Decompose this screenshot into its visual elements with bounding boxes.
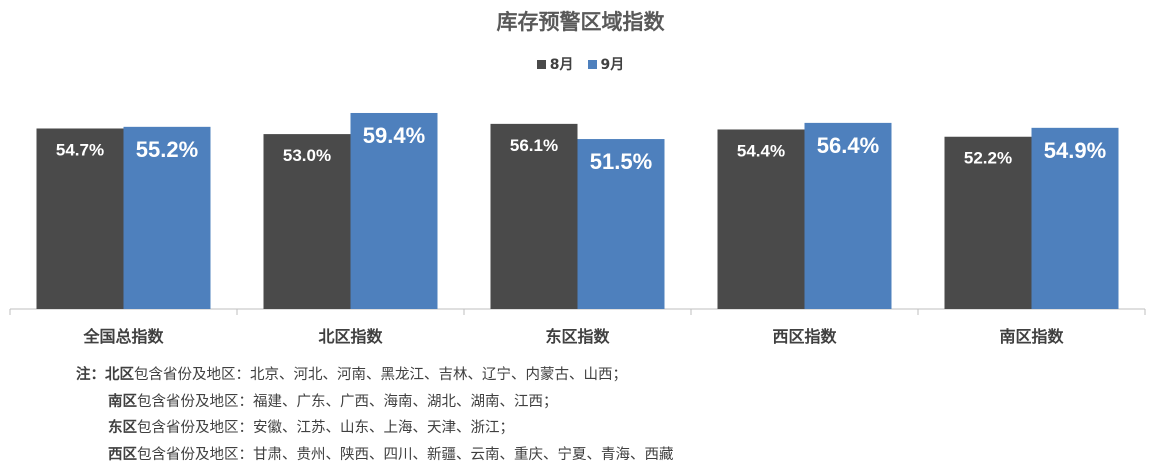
note-line-north: 注：北区包含省份及地区：北京、河北、河南、黑龙江、吉林、辽宁、内蒙古、山西； bbox=[76, 362, 674, 389]
legend-item-aug: 8月 bbox=[536, 54, 574, 74]
bar-sep bbox=[123, 126, 211, 309]
legend: 8月 9月 bbox=[0, 54, 1161, 74]
x-tick-label: 全国总指数 bbox=[82, 327, 164, 346]
note-region: 北区 bbox=[105, 367, 134, 383]
bar-aug bbox=[490, 123, 578, 310]
bar-sep bbox=[804, 122, 892, 309]
bar-sep bbox=[350, 112, 438, 309]
data-label-aug: 54.4% bbox=[737, 141, 785, 160]
bar-sep bbox=[577, 139, 665, 309]
data-label-sep: 56.4% bbox=[817, 133, 879, 158]
x-tick-label: 东区指数 bbox=[545, 327, 610, 346]
legend-item-sep: 9月 bbox=[587, 54, 625, 74]
note-line-east: 东区包含省份及地区：安徽、江苏、山东、上海、天津、浙江； bbox=[76, 415, 674, 442]
x-tick-label: 北区指数 bbox=[318, 327, 383, 346]
note-region: 南区 bbox=[108, 393, 137, 410]
legend-label-aug: 8月 bbox=[549, 57, 574, 73]
notes: 注：北区包含省份及地区：北京、河北、河南、黑龙江、吉林、辽宁、内蒙古、山西； 南… bbox=[76, 362, 674, 468]
data-label-aug: 54.7% bbox=[56, 140, 104, 159]
note-line-south: 南区包含省份及地区：福建、广东、广西、海南、湖北、湖南、江西； bbox=[76, 389, 674, 416]
data-label-sep: 54.9% bbox=[1044, 138, 1106, 163]
data-label-sep: 51.5% bbox=[590, 149, 652, 174]
data-label-aug: 52.2% bbox=[964, 149, 1012, 168]
note-region: 东区 bbox=[108, 420, 137, 436]
bar-sep bbox=[1031, 127, 1119, 309]
data-label-aug: 53.0% bbox=[283, 146, 331, 165]
x-tick-label: 西区指数 bbox=[772, 327, 837, 346]
data-label-sep: 59.4% bbox=[363, 123, 425, 148]
bar-aug bbox=[263, 134, 351, 309]
note-text: 包含省份及地区：甘肃、贵州、陕西、四川、新疆、云南、重庆、宁夏、青海、西藏 bbox=[137, 446, 674, 463]
bar-aug bbox=[717, 129, 805, 309]
bar-chart: 54.7% 55.2% 全国总指数 53.0% 59.4% 北区指数 56.1% 51.5% 东… bbox=[9, 112, 1146, 346]
legend-swatch-aug bbox=[536, 59, 546, 69]
data-label-aug: 56.1% bbox=[510, 136, 558, 155]
x-tick-label: 南区指数 bbox=[999, 327, 1064, 346]
note-prefix: 注： bbox=[76, 367, 105, 383]
note-text: 包含省份及地区：北京、河北、河南、黑龙江、吉林、辽宁、内蒙古、山西； bbox=[134, 367, 627, 383]
legend-label-sep: 9月 bbox=[600, 57, 625, 73]
note-text: 包含省份及地区：福建、广东、广西、海南、湖北、湖南、江西； bbox=[137, 393, 558, 410]
note-text: 包含省份及地区：安徽、江苏、山东、上海、天津、浙江； bbox=[137, 420, 514, 436]
bar-aug bbox=[944, 136, 1032, 309]
chart-title: 库存预警区域指数 bbox=[496, 10, 665, 34]
data-label-sep: 55.2% bbox=[136, 137, 198, 162]
bar-aug bbox=[36, 128, 124, 309]
note-line-west: 西区包含省份及地区：甘肃、贵州、陕西、四川、新疆、云南、重庆、宁夏、青海、西藏 bbox=[76, 442, 674, 469]
note-region: 西区 bbox=[108, 446, 137, 463]
legend-swatch-sep bbox=[587, 59, 597, 69]
